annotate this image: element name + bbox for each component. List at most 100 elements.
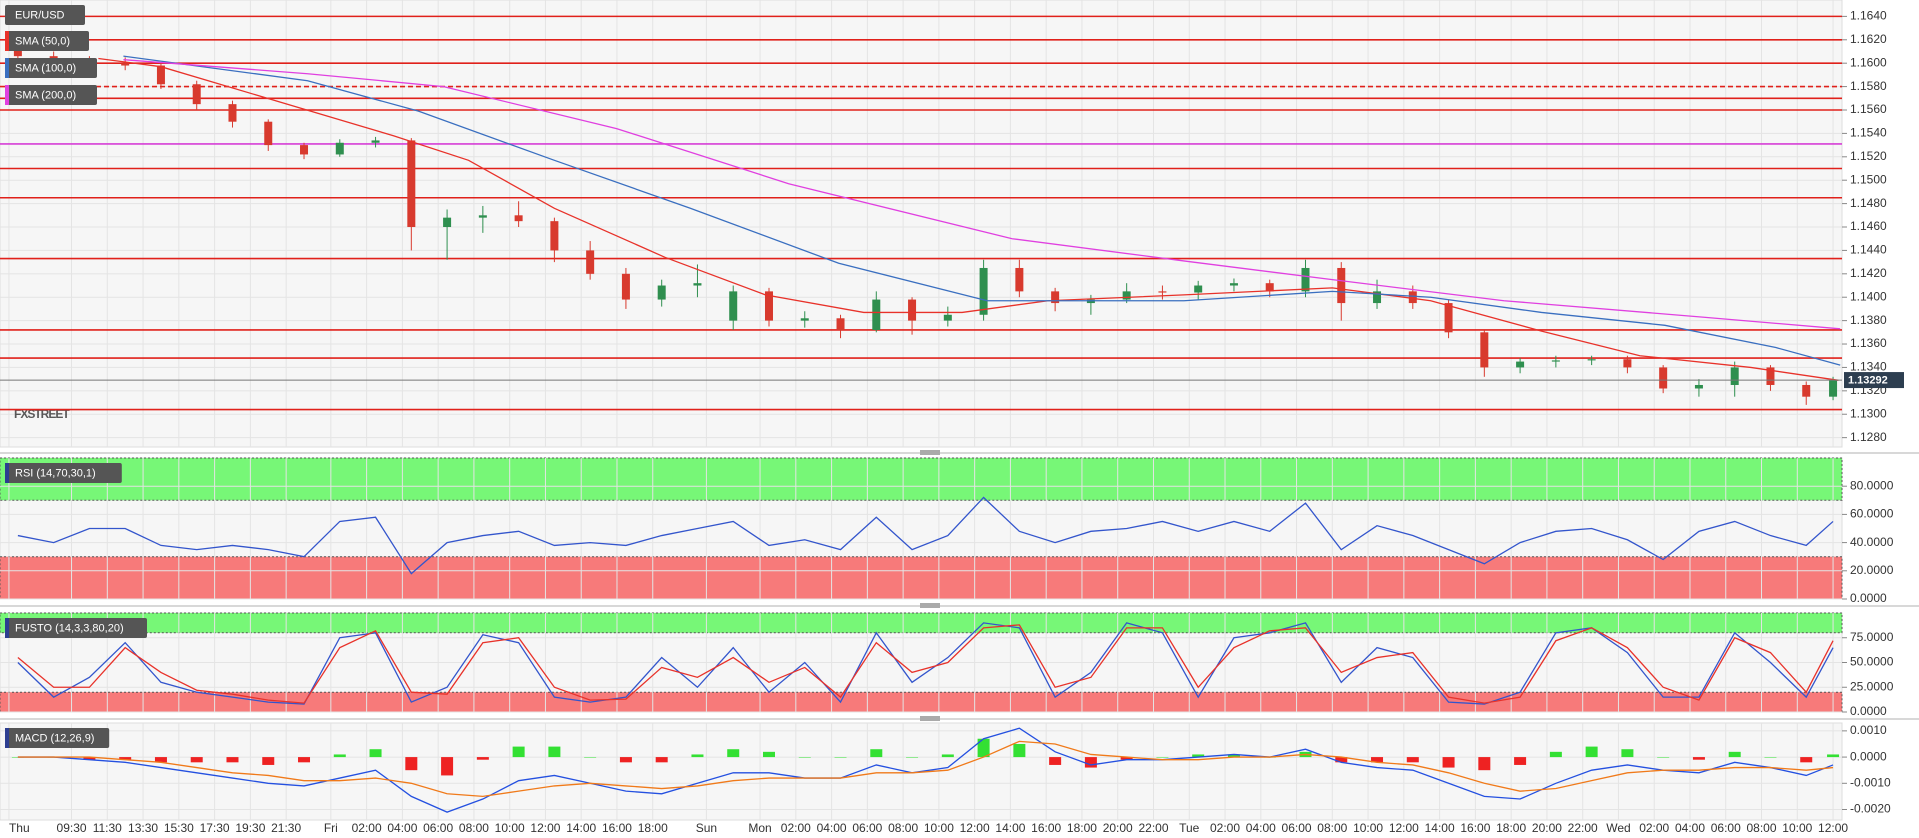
histogram-bar: [262, 757, 275, 765]
x-tick-label: 16:00: [1460, 821, 1490, 835]
x-tick-label: Thu: [9, 821, 30, 835]
candle-body: [1337, 267, 1346, 304]
y-tick-label: 1.1460: [1850, 219, 1887, 233]
x-tick-label: 06:00: [852, 821, 882, 835]
candle-body: [872, 299, 881, 330]
x-tick-label: Sun: [696, 821, 717, 835]
histogram-bar: [1406, 757, 1419, 763]
x-tick-label: 08:00: [888, 821, 918, 835]
y-tick-label: 1.1620: [1850, 32, 1887, 46]
resize-handle[interactable]: [920, 603, 940, 608]
y-tick-label: 1.1380: [1850, 313, 1887, 327]
candle-body: [1516, 361, 1525, 368]
y-tick-label: 1.1400: [1850, 289, 1887, 303]
candle-body: [1480, 332, 1489, 368]
x-tick-label: 21:30: [271, 821, 301, 835]
sma-line: [98, 57, 1839, 381]
histogram-bar: [870, 749, 883, 758]
candle-body: [586, 250, 595, 274]
histogram-bar: [119, 757, 132, 760]
legend-label: RSI (14,70,30,1): [15, 467, 96, 479]
candle-body: [908, 299, 917, 321]
histogram-bar: [512, 746, 525, 758]
histogram-bar: [655, 757, 668, 763]
candle-body: [478, 215, 487, 218]
x-tick-label: 11:30: [93, 821, 122, 835]
candle-body: [657, 285, 666, 300]
legend-label: SMA (200,0): [15, 89, 76, 101]
last-price-label: 1.13292: [1848, 374, 1888, 386]
x-tick-label: 17:30: [200, 821, 230, 835]
x-tick-label: 20:00: [1103, 821, 1133, 835]
histogram-bar: [298, 757, 311, 763]
legend-label: SMA (100,0): [15, 62, 76, 74]
y-tick-label: 1.1340: [1850, 360, 1887, 374]
y-tick-label: 1.1440: [1850, 243, 1887, 257]
x-tick-label: 16:00: [602, 821, 632, 835]
candle-body: [836, 318, 845, 330]
y-tick-label: 1.1280: [1850, 430, 1887, 444]
candle-body: [514, 215, 523, 222]
histogram-bar: [906, 757, 919, 758]
y-tick-label: 1.1480: [1850, 196, 1887, 210]
y-tick-label: 50.0000: [1850, 655, 1894, 669]
candle-body: [1408, 291, 1417, 304]
candle-body: [156, 65, 165, 85]
candle-body: [979, 267, 988, 315]
histogram-bar: [584, 757, 597, 758]
histogram-bar: [476, 757, 489, 760]
resize-handle[interactable]: [920, 450, 940, 455]
legend-box: [5, 31, 89, 51]
histogram-bar: [154, 757, 167, 763]
x-tick-label: 08:00: [1317, 821, 1347, 835]
x-tick-label: 22:00: [1138, 821, 1168, 835]
zone-band: [0, 556, 1843, 600]
legend-swatch: [5, 728, 9, 748]
x-tick-label: 15:30: [164, 821, 194, 835]
y-tick-label: 40.0000: [1850, 535, 1894, 549]
histogram-bar: [441, 757, 454, 776]
candle-body: [300, 145, 309, 155]
candle-body: [764, 291, 773, 321]
x-tick-label: 14:00: [995, 821, 1025, 835]
histogram-bar: [83, 757, 96, 760]
x-tick-label: Fri: [324, 821, 338, 835]
watermark: FXSTREET: [14, 407, 70, 421]
legend-swatch: [5, 58, 9, 78]
candle-body: [1659, 367, 1668, 389]
y-tick-label: -0.0020: [1850, 802, 1891, 816]
x-tick-label: 10:00: [1353, 821, 1383, 835]
y-tick-label: 0.0000: [1850, 749, 1887, 763]
x-tick-label: 06:00: [1282, 821, 1312, 835]
histogram-bar: [1514, 757, 1527, 765]
candle-body: [1301, 267, 1310, 292]
candle-body: [1766, 367, 1775, 385]
resize-handle[interactable]: [920, 716, 940, 721]
x-tick-label: Mon: [748, 821, 771, 835]
histogram-bar: [727, 749, 740, 758]
y-tick-label: 75.0000: [1850, 630, 1894, 644]
plot-area: [0, 0, 1843, 448]
x-tick-label: Tue: [1179, 821, 1200, 835]
candle-body: [13, 49, 22, 57]
candle-body: [693, 283, 702, 286]
x-tick-label: 14:00: [1425, 821, 1455, 835]
histogram-bar: [1084, 757, 1097, 768]
candle-body: [192, 84, 201, 105]
y-tick-label: 1.1540: [1850, 126, 1887, 140]
legend-swatch: [5, 85, 9, 105]
x-tick-label: 02:00: [352, 821, 382, 835]
candle-body: [1730, 367, 1739, 385]
x-tick-label: 10:00: [495, 821, 525, 835]
histogram-bar: [369, 749, 382, 758]
candle-body: [228, 104, 237, 122]
histogram-bar: [405, 757, 418, 771]
sma-line: [123, 59, 1841, 330]
histogram-bar: [1227, 754, 1240, 758]
y-tick-label: 1.1580: [1850, 79, 1887, 93]
x-tick-label: 18:00: [1067, 821, 1097, 835]
y-tick-label: 1.1500: [1850, 172, 1887, 186]
candle-body: [1194, 285, 1203, 293]
